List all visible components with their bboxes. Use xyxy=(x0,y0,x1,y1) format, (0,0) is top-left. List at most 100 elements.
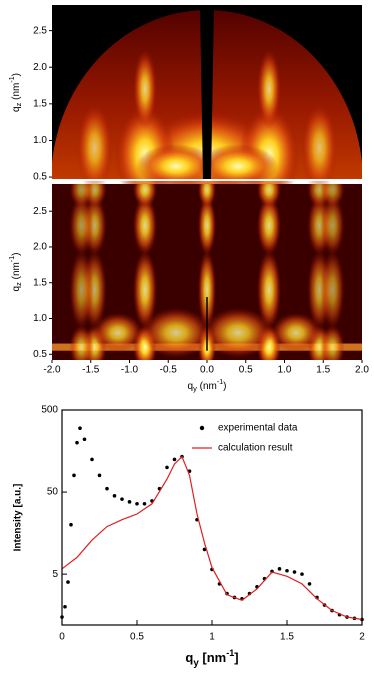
x-tick-label: 0.5 xyxy=(239,365,253,376)
data-point xyxy=(69,522,73,527)
beam-stop xyxy=(200,5,214,180)
intensity-spot xyxy=(133,49,157,130)
data-point xyxy=(72,473,76,478)
y-tick-label: 1.5 xyxy=(33,277,47,288)
x-tick-label: -0.5 xyxy=(160,365,178,376)
data-point xyxy=(127,500,132,504)
intensity-spot xyxy=(198,184,216,208)
data-point xyxy=(66,580,70,584)
x-tick-label: -1.0 xyxy=(121,365,139,376)
panel xyxy=(52,184,362,360)
intensity-spot xyxy=(69,184,94,208)
x-tick-label: -1.5 xyxy=(82,365,100,376)
y-tick-label: 50 xyxy=(47,487,59,498)
y-tick-label: 2.5 xyxy=(33,25,47,36)
x-axis-label: qy [nm-1] xyxy=(185,648,238,668)
x-tick-label: 1.0 xyxy=(278,365,292,376)
x-tick-label: 0.0 xyxy=(200,365,214,376)
intensity-spot xyxy=(92,312,143,353)
label-part: q xyxy=(188,381,194,392)
heatmap-image xyxy=(52,5,362,206)
x-tick-label: 1.5 xyxy=(280,632,294,643)
intensity-spot xyxy=(133,184,157,208)
label-part: ) xyxy=(223,381,226,392)
intensity-spot xyxy=(198,195,216,256)
y-tick-label: 1.5 xyxy=(33,98,47,109)
y-axis-label: qz (nm-1) xyxy=(9,73,23,112)
label-part: [nm xyxy=(199,650,226,665)
legend-label: calculation result xyxy=(218,443,293,454)
label-part: q xyxy=(11,106,22,112)
intensity-spot xyxy=(320,195,345,256)
plot-frame xyxy=(61,409,363,626)
x-tick-label: 1 xyxy=(209,632,215,643)
x-tick-label: 2.0 xyxy=(355,365,369,376)
data-point xyxy=(63,604,67,609)
label-part: y xyxy=(193,384,197,393)
data-point xyxy=(120,497,124,501)
label-part: ] xyxy=(234,650,238,665)
intensity-spot xyxy=(271,312,322,353)
data-point xyxy=(105,486,109,491)
data-point xyxy=(90,457,94,462)
data-point xyxy=(285,568,289,573)
y-axis-label: qz (nm-1) xyxy=(9,253,23,292)
label-part: -1 xyxy=(9,256,16,262)
label-part: (nm xyxy=(11,262,22,282)
intensity-spot xyxy=(257,184,281,208)
label-part: z xyxy=(14,282,23,286)
data-point xyxy=(112,494,117,498)
label-part: q xyxy=(11,286,22,292)
intensity-spot xyxy=(257,49,281,130)
x-tick-label: -2.0 xyxy=(43,365,61,376)
heatmap-image xyxy=(52,184,362,360)
data-point xyxy=(135,501,139,506)
y-tick-label: 1.0 xyxy=(33,313,47,324)
y-tick-label: 0.5 xyxy=(33,172,47,183)
data-point xyxy=(300,572,304,576)
intensity-spot xyxy=(320,184,345,208)
data-point xyxy=(142,501,147,506)
intensity-spot xyxy=(69,195,94,256)
y-axis-label: Intensity [a.u.] xyxy=(13,484,24,552)
y-tick-label: 2.0 xyxy=(33,242,47,253)
data-point xyxy=(307,582,312,586)
intensity-spot xyxy=(141,307,211,358)
intensity-spot xyxy=(301,102,338,193)
intensity-spot xyxy=(69,249,94,330)
legend-label: experimental data xyxy=(218,423,298,434)
x-tick-label: 0.5 xyxy=(130,632,144,643)
x-axis-label: qy (nm-1) xyxy=(188,379,227,393)
label-part: ) xyxy=(11,73,22,76)
y-tick-label: 1.0 xyxy=(33,135,47,146)
data-point xyxy=(82,437,87,442)
label-part: y xyxy=(193,657,199,668)
intensity-spot xyxy=(320,325,345,360)
y-tick-label: 0.5 xyxy=(33,349,47,360)
intensity-spot xyxy=(257,249,281,330)
intensity-spot xyxy=(76,102,113,193)
data-line xyxy=(61,455,363,621)
y-tick-label: 500 xyxy=(41,405,58,416)
label-part: q xyxy=(185,650,193,665)
legend-marker xyxy=(199,425,205,431)
intensity-spot xyxy=(203,307,273,358)
data-point xyxy=(78,426,82,431)
intensity-spot xyxy=(257,195,281,256)
data-point xyxy=(292,570,297,574)
data-point xyxy=(277,567,282,571)
intensity-spot xyxy=(69,325,94,360)
label-part: z xyxy=(14,102,23,106)
intensity-spot xyxy=(133,249,157,330)
intensity-spot xyxy=(198,144,278,189)
label-part: (nm xyxy=(11,83,22,103)
data-point xyxy=(97,473,102,478)
data-point xyxy=(75,440,79,445)
intensity-spot xyxy=(198,249,216,330)
x-tick-label: 0 xyxy=(59,632,65,643)
x-tick-label: 2 xyxy=(359,632,365,643)
intensity-spot xyxy=(136,144,216,189)
label-part: -1 xyxy=(226,648,234,658)
data-point xyxy=(172,457,177,462)
